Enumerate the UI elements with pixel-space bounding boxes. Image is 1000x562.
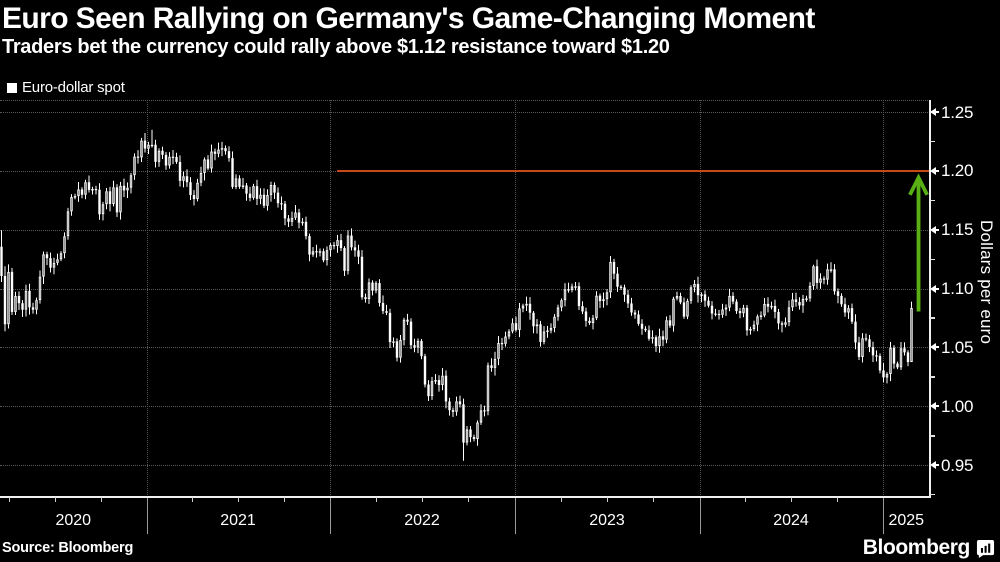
y-tick-label-1.05: 1.05: [941, 337, 974, 357]
y-tick-minor: [930, 258, 935, 261]
x-tick-minor: [375, 497, 377, 502]
x-tick-minor: [192, 497, 194, 502]
y-tick-major: [930, 284, 936, 293]
x-tick-label-2022: 2022: [404, 512, 440, 529]
y-tick-stem: [936, 405, 939, 408]
x-tick-minor: [836, 497, 838, 502]
chart-title: Euro Seen Rallying on Germany's Game-Cha…: [2, 2, 815, 35]
x-tick-minor: [422, 497, 423, 502]
y-tick-stem: [936, 464, 939, 466]
x-axis-line: [0, 496, 931, 498]
y-tick-minor: [930, 199, 935, 202]
x-tick-label-2024: 2024: [773, 512, 809, 529]
y-tick-major: [930, 343, 936, 352]
x-year-separator: [329, 498, 331, 534]
x-tick-minor: [100, 497, 102, 502]
x-year-separator: [514, 498, 516, 534]
y-tick-minor: [930, 435, 935, 437]
y-tick-major: [930, 108, 936, 116]
y-tick-major: [930, 225, 936, 234]
bloomberg-databox-icon: [976, 539, 995, 558]
x-year-separator: [699, 498, 701, 534]
y-tick-minor: [930, 317, 935, 319]
legend-label: Euro-dollar spot: [22, 79, 125, 96]
y-tick-major: [930, 461, 936, 469]
x-tick-label-2020: 2020: [55, 512, 92, 529]
x-tick-label-2021: 2021: [220, 512, 256, 529]
y-tick-stem: [936, 287, 939, 290]
x-tick-minor: [607, 497, 608, 502]
x-tick-minor: [653, 497, 655, 502]
y-tick-minor: [930, 493, 935, 496]
y-tick-major: [930, 166, 936, 175]
y-tick-major: [930, 402, 936, 411]
x-tick-minor: [560, 497, 562, 502]
y-tick-label-1.10: 1.10: [941, 279, 974, 298]
y-tick-label-0.95: 0.95: [941, 455, 974, 475]
y-tick-minor: [930, 140, 935, 143]
y-tick-minor: [930, 376, 935, 378]
bloomberg-logo: Bloomberg: [863, 536, 995, 560]
y-tick-label-1.25: 1.25: [941, 102, 974, 122]
x-tick-minor: [791, 497, 792, 502]
legend: Euro-dollar spot: [7, 79, 125, 96]
y-tick-label-1.15: 1.15: [941, 220, 974, 240]
y-axis-line: [929, 100, 931, 498]
x-tick-minor: [283, 497, 285, 502]
y-tick-stem: [936, 111, 939, 113]
x-tick-minor: [238, 497, 239, 502]
resistance-line: [337, 169, 930, 173]
x-tick-label-2025: 2025: [888, 512, 925, 529]
bloomberg-wordmark: Bloomberg: [862, 536, 971, 559]
chart-subtitle: Traders bet the currency could rally abo…: [2, 36, 670, 58]
y-axis-title: Dollars per euro: [977, 220, 996, 345]
projection-arrow-icon: [908, 173, 929, 312]
y-tick-label-1.20: 1.20: [941, 161, 974, 181]
x-tick-minor: [9, 497, 11, 502]
x-year-separator: [146, 498, 148, 534]
x-year-separator: [882, 498, 884, 534]
x-tick-minor: [468, 497, 470, 502]
plot-area: [0, 100, 930, 497]
x-tick-minor: [55, 497, 56, 502]
source-note: Source: Bloomberg: [2, 540, 134, 556]
y-tick-label-1.00: 1.00: [941, 396, 974, 416]
x-tick-minor: [745, 497, 747, 502]
y-tick-stem: [936, 169, 939, 172]
y-tick-stem: [936, 346, 939, 349]
candlestick-series: [0, 100, 930, 497]
y-tick-stem: [936, 228, 939, 231]
x-tick-label-2023: 2023: [589, 512, 625, 529]
series-swatch-icon: [7, 82, 17, 93]
